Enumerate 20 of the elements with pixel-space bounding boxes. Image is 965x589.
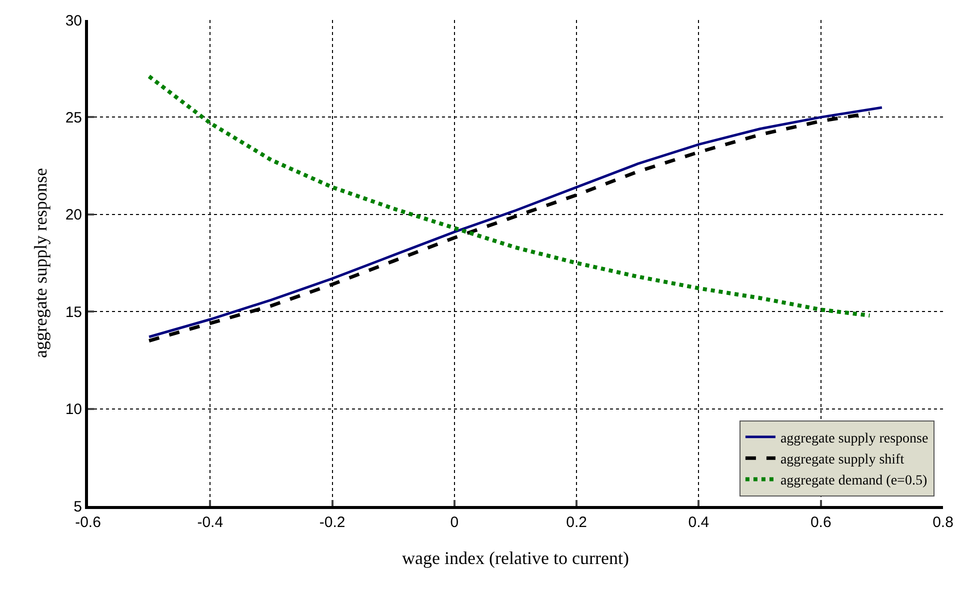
y-tick-label: 30 bbox=[65, 12, 82, 30]
x-tick-label: -0.4 bbox=[197, 514, 224, 531]
line-series bbox=[147, 74, 872, 318]
y-tick-label: 25 bbox=[65, 109, 82, 126]
legend-label: aggregate supply shift bbox=[780, 452, 904, 468]
y-axis-title: aggregate supply response bbox=[30, 168, 51, 358]
y-tick-label: 10 bbox=[65, 401, 82, 418]
x-tick-label: -0.2 bbox=[319, 514, 346, 531]
y-tick-label: 20 bbox=[65, 206, 82, 224]
x-tick-label: -0.6 bbox=[75, 514, 101, 531]
x-tick-label: 0.8 bbox=[932, 514, 954, 531]
x-tick-label: 0.6 bbox=[810, 514, 832, 531]
y-tick-label: 5 bbox=[74, 498, 82, 516]
legend-label: aggregate demand (e=0.5) bbox=[780, 474, 928, 489]
x-axis-title: wage index (relative to current) bbox=[402, 548, 629, 568]
x-tick-label: 0 bbox=[450, 514, 459, 531]
x-tick-label: 0.4 bbox=[688, 514, 710, 531]
y-tick-label: 15 bbox=[65, 304, 82, 321]
x-tick-label: 0.2 bbox=[566, 514, 587, 531]
legend-label: aggregate supply response bbox=[780, 431, 928, 446]
